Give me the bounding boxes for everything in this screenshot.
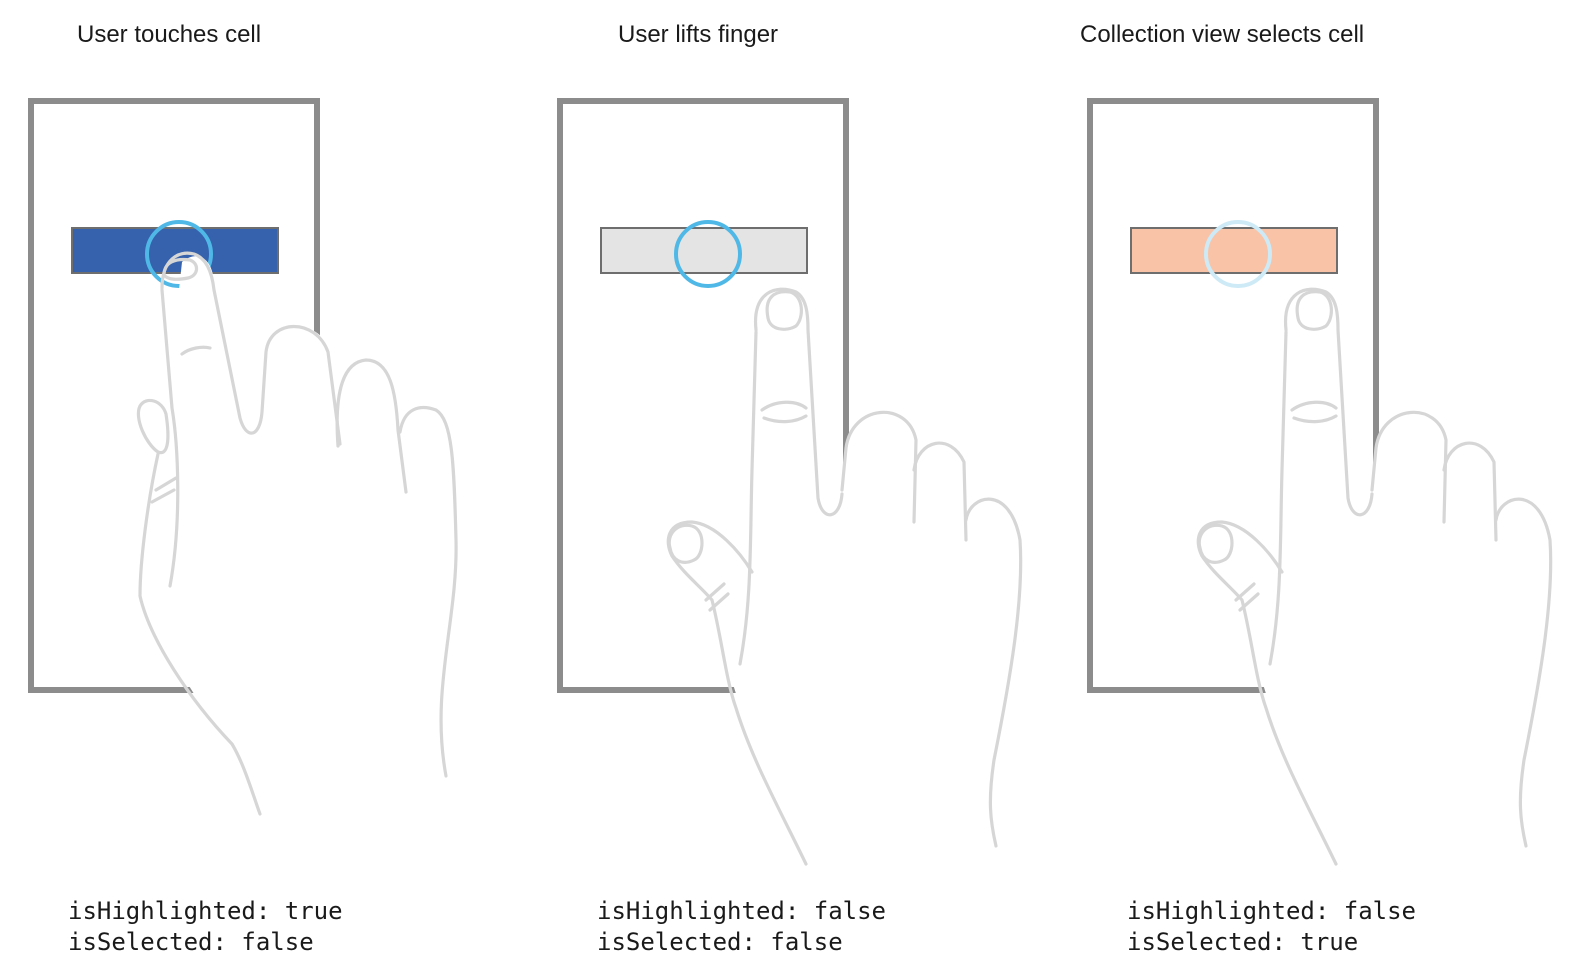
is-highlighted-state: isHighlighted: true <box>68 897 343 925</box>
is-selected-state: isSelected: true <box>1127 928 1358 956</box>
collection-cell <box>1130 227 1338 274</box>
panel-title: User lifts finger <box>618 21 778 48</box>
panel-title: User touches cell <box>77 21 261 48</box>
panel-title: Collection view selects cell <box>1080 21 1364 48</box>
is-highlighted-state: isHighlighted: false <box>1127 897 1416 925</box>
is-highlighted-state: isHighlighted: false <box>597 897 886 925</box>
panel-3: Collection view selects cell isHighlighte… <box>1080 21 1556 956</box>
collection-cell <box>71 227 279 274</box>
touch-ring-icon <box>674 220 742 288</box>
touch-ring-icon <box>1204 220 1272 288</box>
is-selected-state: isSelected: false <box>597 928 843 956</box>
touch-ring-icon <box>145 220 213 288</box>
device-frame <box>1087 98 1379 693</box>
panel-2: User lifts finger isHighlighted: false isS… <box>557 21 1026 956</box>
device-frame <box>557 98 849 693</box>
hand-pointing-icon <box>136 251 460 816</box>
panel-1: User touches cell isHighlighted: true isSe… <box>28 21 460 956</box>
is-selected-state: isSelected: false <box>68 928 314 956</box>
collection-cell <box>600 227 808 274</box>
